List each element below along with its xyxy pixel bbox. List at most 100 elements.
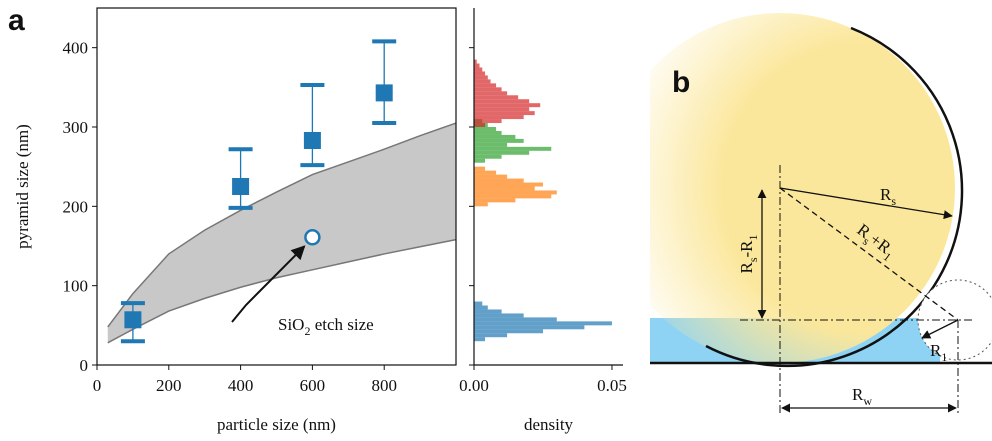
hist-bar [474, 325, 585, 330]
hist-bar [474, 198, 516, 203]
hist-bar [474, 333, 508, 338]
hist-bar [474, 115, 524, 120]
marker [375, 84, 393, 102]
hist-bar [474, 301, 483, 306]
text-part: w [863, 394, 872, 408]
hist-bar [474, 182, 543, 187]
r1-arrow [921, 319, 959, 339]
text-part: -R [737, 240, 756, 258]
text-part: R [880, 185, 892, 204]
marker [124, 311, 142, 329]
x-tick-label: 0 [93, 376, 102, 395]
sphere [650, 13, 955, 363]
hist-bar [474, 111, 535, 116]
hist-bar [474, 329, 543, 334]
x-tick-label: 0.00 [459, 376, 489, 395]
marker [232, 178, 250, 195]
hist-bar [474, 123, 486, 127]
x-tick-label: 200 [156, 376, 182, 395]
hist-bar [474, 313, 524, 318]
hist-bar [474, 174, 508, 179]
text-part: s [891, 194, 896, 208]
hist-bar [474, 158, 486, 163]
text-part: s [746, 257, 760, 262]
x-tick-label: 800 [371, 376, 397, 395]
hist-bar [474, 79, 491, 84]
hist-bar [474, 337, 486, 342]
hist-bar [474, 63, 480, 68]
hist-bar [474, 99, 530, 104]
hist-bar [474, 317, 557, 322]
text-part: SiO [278, 315, 304, 334]
x-tick-label: 600 [300, 376, 326, 395]
x-tick-label: 400 [228, 376, 254, 395]
text-part: 1 [746, 234, 760, 240]
hist-bar [474, 305, 488, 310]
x-axis-label: particle size (nm) [217, 415, 336, 434]
hist-bar [474, 134, 516, 139]
text-part: etch size [310, 315, 373, 334]
band [107, 123, 457, 343]
hist-bar [474, 309, 502, 314]
hist-bar [474, 142, 508, 147]
hist-bar [474, 166, 486, 171]
center-line [779, 187, 959, 321]
panel-a: a 0 200 400 600 800 0 100 200 300 400 particle size… [8, 4, 627, 434]
hist-bar [474, 190, 557, 195]
hist-bar [474, 67, 483, 72]
hist-bar [474, 130, 502, 135]
hist-bar [474, 119, 502, 124]
hist-bar [474, 202, 488, 207]
hist-bar [474, 170, 497, 175]
marker [303, 131, 321, 149]
hist-bar [474, 59, 477, 64]
annotation-text: SiO2 etch size [278, 315, 374, 338]
y-tick-label: 300 [63, 118, 89, 137]
hist-bar [474, 87, 502, 92]
hist-bar [474, 75, 488, 80]
y-axis-label: pyramid size (nm) [13, 124, 32, 249]
annotation-point [304, 229, 321, 246]
hist-bar [474, 127, 497, 131]
hist-bar [474, 194, 552, 199]
label-rs: Rs [880, 185, 896, 208]
panel-b [650, 13, 992, 415]
hist-bar [474, 107, 530, 112]
label-rs-minus-r1: Rs-R1 [737, 234, 760, 273]
hist-bar [474, 91, 508, 96]
hist-bar [474, 146, 552, 151]
hist-bar [474, 138, 524, 143]
annotation-arrow [231, 245, 306, 323]
hist-bar [474, 71, 486, 76]
sphere-outline [705, 26, 964, 368]
hist-bar [474, 321, 612, 326]
text-part: 2 [304, 324, 310, 338]
y-tick-label: 200 [63, 197, 89, 216]
band-upper [107, 122, 457, 328]
label-rw: Rw [852, 385, 872, 408]
text-part: 1 [941, 350, 947, 364]
panel-label: a [8, 4, 25, 37]
hist-bar [474, 154, 502, 159]
text-part: R [930, 341, 942, 360]
hist-bar [474, 83, 497, 88]
x-axis-label: density [524, 415, 574, 434]
y-tick-label: 0 [80, 356, 89, 375]
hist-bar [474, 95, 519, 100]
hist-bar [474, 178, 524, 183]
y-tick-label: 100 [63, 277, 89, 296]
panel-label: b [672, 66, 690, 99]
text-part: R [852, 385, 864, 404]
frame [96, 7, 457, 366]
band-lower [107, 238, 457, 344]
x-tick-label: 0.05 [597, 376, 627, 395]
text-part: R [737, 262, 756, 274]
radius-arrow [779, 187, 953, 220]
hist-bar [474, 103, 541, 108]
hist-bar [474, 186, 535, 191]
hist-bar [474, 150, 530, 155]
y-tick-label: 400 [63, 39, 89, 58]
label-r1: R1 [930, 341, 947, 364]
